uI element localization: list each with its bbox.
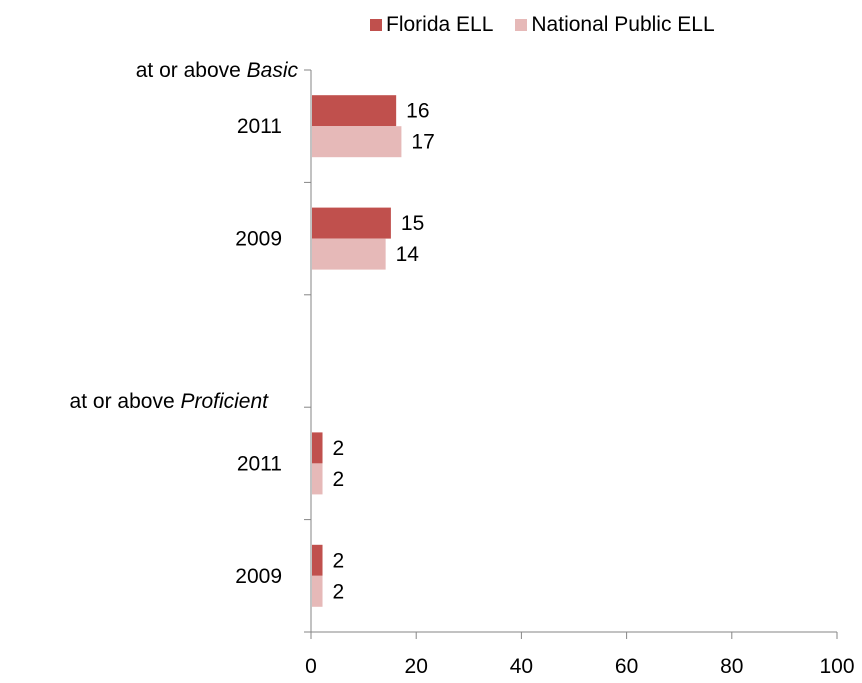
data-label: 2	[333, 468, 345, 491]
x-tick-label: 100	[819, 655, 854, 678]
data-label: 16	[406, 100, 429, 123]
data-label: 2	[333, 437, 345, 460]
legend-item-florida: Florida ELL	[370, 13, 493, 37]
x-tick-label: 80	[720, 655, 743, 678]
bar-national-public-ell	[312, 126, 402, 158]
x-tick-label: 60	[615, 655, 638, 678]
x-tick-label: 0	[305, 655, 317, 678]
category-label: 2009	[235, 565, 282, 588]
data-label: 2	[333, 549, 345, 572]
data-label: 17	[411, 131, 434, 154]
bar-national-public-ell	[312, 238, 386, 270]
category-label: 2011	[237, 115, 282, 138]
bar-florida-ell	[312, 207, 391, 239]
bar-national-public-ell	[312, 575, 323, 607]
legend-label-florida: Florida ELL	[386, 13, 494, 36]
x-tick-label: 20	[405, 655, 428, 678]
bar-florida-ell	[312, 544, 323, 576]
legend-swatch-florida	[370, 19, 382, 31]
data-label: 14	[396, 243, 420, 266]
bar-florida-ell	[312, 95, 397, 127]
legend-label-national: National Public ELL	[531, 13, 715, 36]
x-tick-label: 40	[510, 655, 533, 678]
data-label: 2	[333, 580, 345, 603]
legend: Florida ELL National Public ELL	[370, 13, 715, 37]
legend-swatch-national	[515, 19, 528, 31]
data-label: 15	[401, 212, 424, 235]
category-label: 2009	[235, 228, 282, 251]
legend-item-national: National Public ELL	[515, 13, 715, 37]
bar-florida-ell	[312, 432, 323, 464]
group-header-label: at or above Basic	[136, 59, 299, 82]
group-header-label: at or above Proficient	[70, 390, 270, 413]
bar-national-public-ell	[312, 463, 323, 495]
category-label: 2011	[237, 452, 282, 475]
